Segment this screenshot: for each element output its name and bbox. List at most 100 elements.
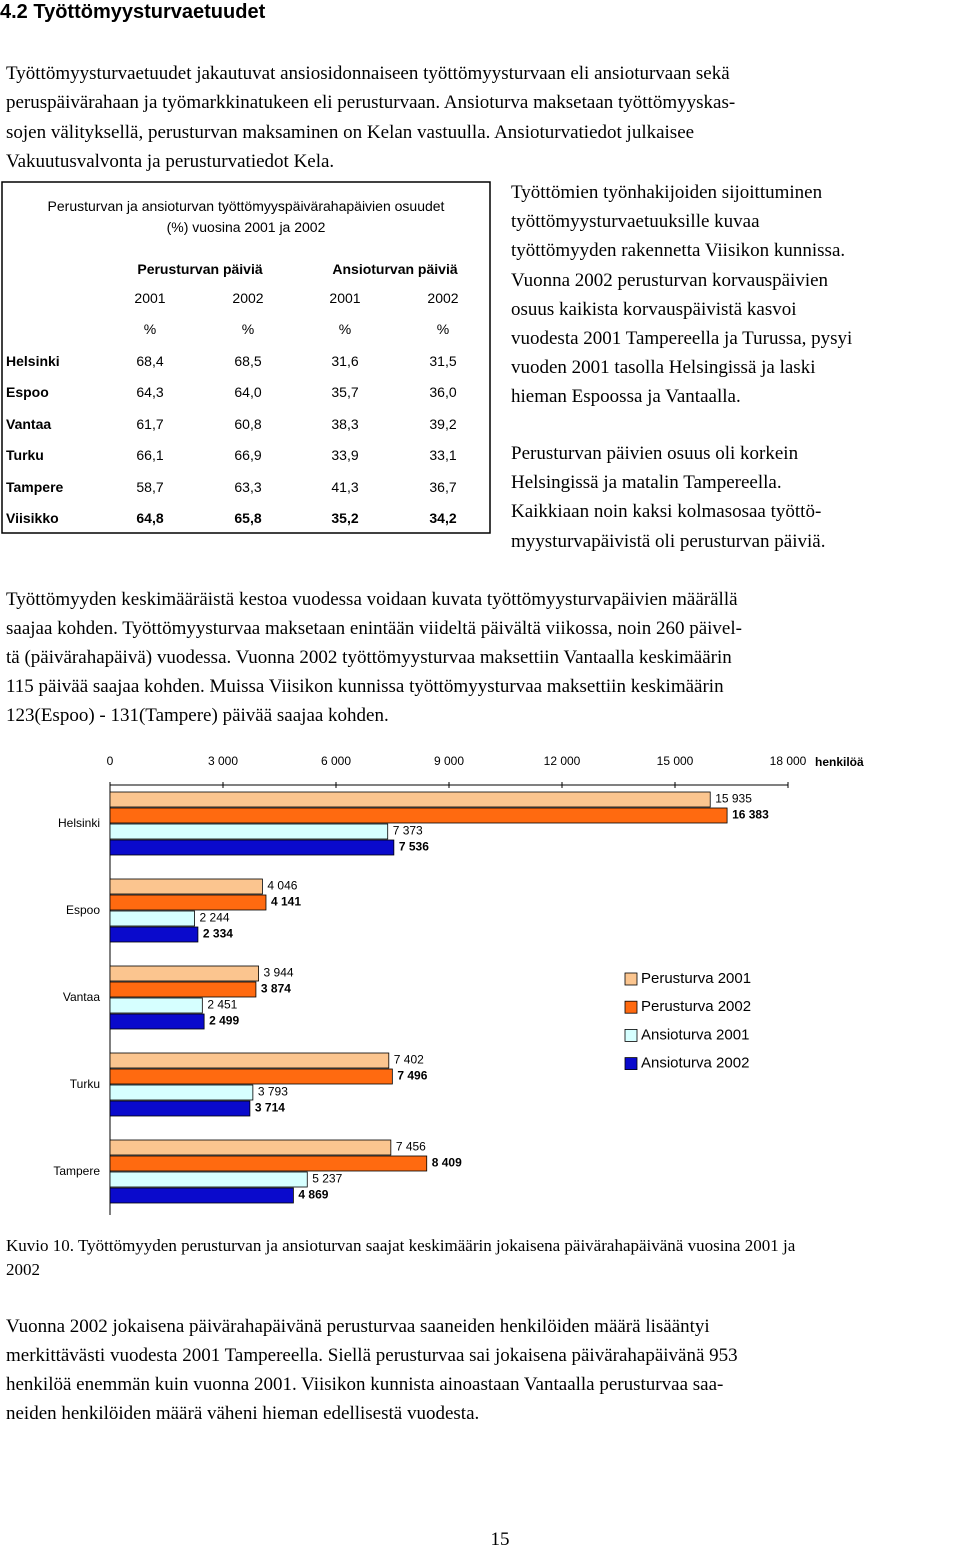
body-line: merkittävästi vuodesta 2001 Tampereella.… [6,1345,738,1366]
data-label: 3 793 [258,1085,288,1099]
side-text-line: Kaikkiaan noin kaksi kolmasosaa työttö- [511,501,822,523]
figure-caption: Kuvio 10. Työttömyyden perusturvan ja an… [6,1236,796,1255]
side-text-line: hieman Espoossa ja Vantaalla. [511,386,741,408]
table-unit: % [436,321,450,337]
data-label: 2 334 [203,927,233,941]
table-cell: 58,7 [136,478,164,495]
bar [109,894,267,911]
legend-label: Perusturva 2002 [641,998,751,1015]
body-line: peruspäivärahaan ja työmarkkinatukeen el… [6,92,736,114]
body-line: saajaa kohden. Työttömyysturvaa maksetaa… [6,618,742,639]
bar [109,926,199,943]
x-tick-label: 3 000 [208,754,238,768]
body-line: 115 päivää saajaa kohden. Muissa Viisiko… [6,676,724,697]
table-cell: 66,9 [234,447,262,464]
y-tick-label: Helsinki [58,816,100,830]
y-tick-label: Vantaa [63,990,100,1004]
bar [109,1171,308,1188]
body-line: henkilöä enemmän kuin vuonna 2001. Viisi… [6,1374,724,1395]
data-label: 4 141 [271,895,301,909]
figure-caption: 2002 [6,1260,40,1279]
side-text-line: Työttömien työnhakijoiden sijoittuminen [511,182,823,203]
bar [109,1084,254,1101]
table-cell: 61,7 [136,415,164,432]
table-title: (%) vuosina 2001 ja 2002 [166,219,326,235]
data-label: 2 451 [207,998,237,1012]
data-label: 2 499 [209,1014,239,1028]
legend-label: Ansioturva 2001 [641,1026,749,1043]
x-tick-label: 9 000 [434,754,464,768]
table-unit: % [143,321,157,337]
table-row-label: Tampere [6,478,64,495]
x-axis-label: henkilöä [815,755,864,769]
data-label: 8 409 [432,1156,462,1170]
data-label: 5 237 [312,1172,342,1186]
table-cell: 38,3 [331,415,359,432]
legend-swatch [624,1000,638,1014]
table-cell: 64,0 [234,384,262,401]
legend-swatch [624,1029,638,1042]
table-row-label: Vantaa [6,415,52,432]
side-text-line: osuus kaikista korvauspäivistä kasvoi [511,298,797,320]
bar [109,1155,428,1172]
data-label: 4 046 [267,879,297,893]
bar [109,1013,205,1030]
table-row-label: Viisikko [6,510,59,526]
x-tick-label: 18 000 [770,754,807,768]
body-line: sojen välityksellä, perusturvan maksamin… [6,121,695,143]
bar [109,1052,390,1069]
body-line: Vuonna 2002 jokaisena päivärahapäivänä p… [6,1316,710,1337]
bar [109,791,711,808]
table-cell: 60,8 [234,415,262,432]
table-row-label: Turku [6,447,44,464]
bar [109,997,203,1014]
table-cell: 41,3 [331,478,359,495]
table-group-header: Perusturvan päiviä [137,261,263,277]
data-label: 16 383 [732,808,769,822]
x-tick-label: 6 000 [321,754,351,768]
table-frame [1,181,491,534]
table-cell: 31,5 [429,353,457,369]
table-cell: 64,3 [136,384,164,401]
data-label: 4 869 [298,1188,328,1202]
data-label: 7 536 [399,840,429,854]
table-year: 2002 [427,290,459,306]
y-tick-label: Tampere [53,1164,100,1178]
page-number: 15 [490,1529,510,1549]
table-row-label: Helsinki [6,353,60,369]
table-title: Perusturvan ja ansioturvan työttömyyspäi… [47,198,445,214]
side-text-line: vuodesta 2001 Tampereella ja Turussa, py… [511,328,853,349]
y-tick-label: Turku [70,1077,100,1091]
table-cell: 33,1 [429,447,457,464]
x-tick-label: 12 000 [544,754,581,768]
body-line: Vakuutusvalvonta ja perusturvatiedot Kel… [6,150,335,172]
bar [109,965,259,982]
data-label: 2 244 [200,911,230,925]
table-cell: 35,2 [331,510,359,526]
data-label: 7 496 [397,1069,427,1083]
data-label: 7 456 [396,1140,426,1154]
table-unit: % [338,321,352,337]
table-cell: 36,7 [429,478,457,495]
y-tick-label: Espoo [66,903,100,917]
body-line: neiden henkilöiden määrä väheni hieman e… [6,1403,480,1424]
table-cell: 36,0 [429,384,457,401]
table-cell: 66,1 [136,447,164,464]
table-cell: 68,5 [234,353,262,369]
bar [109,878,263,895]
legend-label: Ansioturva 2002 [641,1055,749,1072]
table-cell: 34,2 [429,510,457,526]
x-tick-label: 15 000 [657,754,694,768]
body-line: Työttömyyden keskimääräistä kestoa vuode… [6,589,738,610]
side-text-line: Perusturvan päivien osuus oli korkein [511,443,799,464]
data-label: 3 874 [261,982,291,996]
data-label: 3 714 [255,1101,285,1115]
bar [109,807,728,824]
data-label: 7 402 [394,1053,424,1067]
bar [109,1187,294,1204]
side-text-line: vuoden 2001 tasolla Helsingissä ja laski [511,357,816,379]
table-cell: 39,2 [429,415,457,432]
table-cell: 65,8 [234,510,262,526]
